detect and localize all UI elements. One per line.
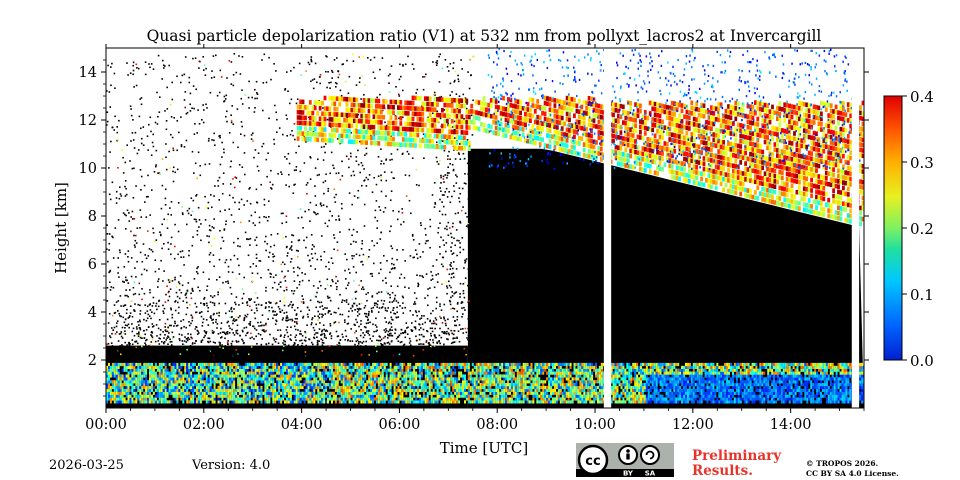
colorbar-ticks: 0.0 0.1 0.2 0.3 0.4 — [902, 88, 934, 370]
x-tick-label: 00:00 — [85, 417, 127, 433]
cc-by-sa-badge: cc BY SA — [576, 443, 674, 477]
x-tick-label: 06:00 — [379, 417, 421, 433]
y-tick-label: 2 — [88, 353, 97, 369]
colorbar-tick-label: 0.0 — [910, 352, 934, 370]
colorbar-tick-label: 0.1 — [910, 286, 934, 304]
share-alike-icon — [640, 445, 660, 465]
version-label: Version: 4.0 — [192, 458, 271, 473]
x-axis-label: Time [UTC] — [440, 439, 529, 457]
y-tick-label: 8 — [88, 209, 97, 225]
upper-sparse-returns — [487, 48, 861, 171]
x-tick-label: 04:00 — [281, 417, 323, 433]
colorbar — [883, 95, 903, 361]
x-tick-label: 02:00 — [183, 417, 225, 433]
x-axis: 00:00 02:00 04:00 06:00 08:00 10:00 12:00 14:00 — [85, 44, 865, 433]
x-tick-label: 10:00 — [574, 417, 616, 433]
y-tick-label: 6 — [88, 257, 97, 273]
data-layer — [106, 48, 864, 408]
boundary-layer — [106, 362, 864, 404]
y-tick-label: 14 — [79, 65, 97, 81]
x-tick-label: 08:00 — [476, 417, 518, 433]
colorbar-tick-label: 0.4 — [910, 88, 934, 106]
x-tick-label: 12:00 — [672, 417, 714, 433]
y-tick-label: 10 — [79, 161, 97, 177]
x-tick-label: 14:00 — [770, 417, 812, 433]
y-tick-label: 12 — [79, 113, 97, 129]
chart-title: Quasi particle depolarization ratio (V1)… — [147, 27, 822, 45]
signal-region — [467, 148, 864, 408]
y-axis: 2 4 6 8 10 12 14 — [79, 59, 869, 397]
data-gap — [603, 48, 612, 408]
y-tick-label: 4 — [88, 305, 97, 321]
y-axis-label: Height [km] — [52, 182, 70, 274]
copyright-notice: © TROPOS 2026. CC BY SA 4.0 License. — [806, 459, 899, 478]
colorbar-tick-label: 0.3 — [910, 154, 934, 172]
date-label: 2026-03-25 — [49, 458, 124, 473]
cc-icon — [577, 444, 609, 476]
data-gap — [851, 48, 860, 408]
preliminary-results-note: Preliminary Results. — [692, 448, 782, 479]
colorbar-tick-label: 0.2 — [910, 220, 934, 238]
cirrus-cloud — [296, 95, 864, 227]
